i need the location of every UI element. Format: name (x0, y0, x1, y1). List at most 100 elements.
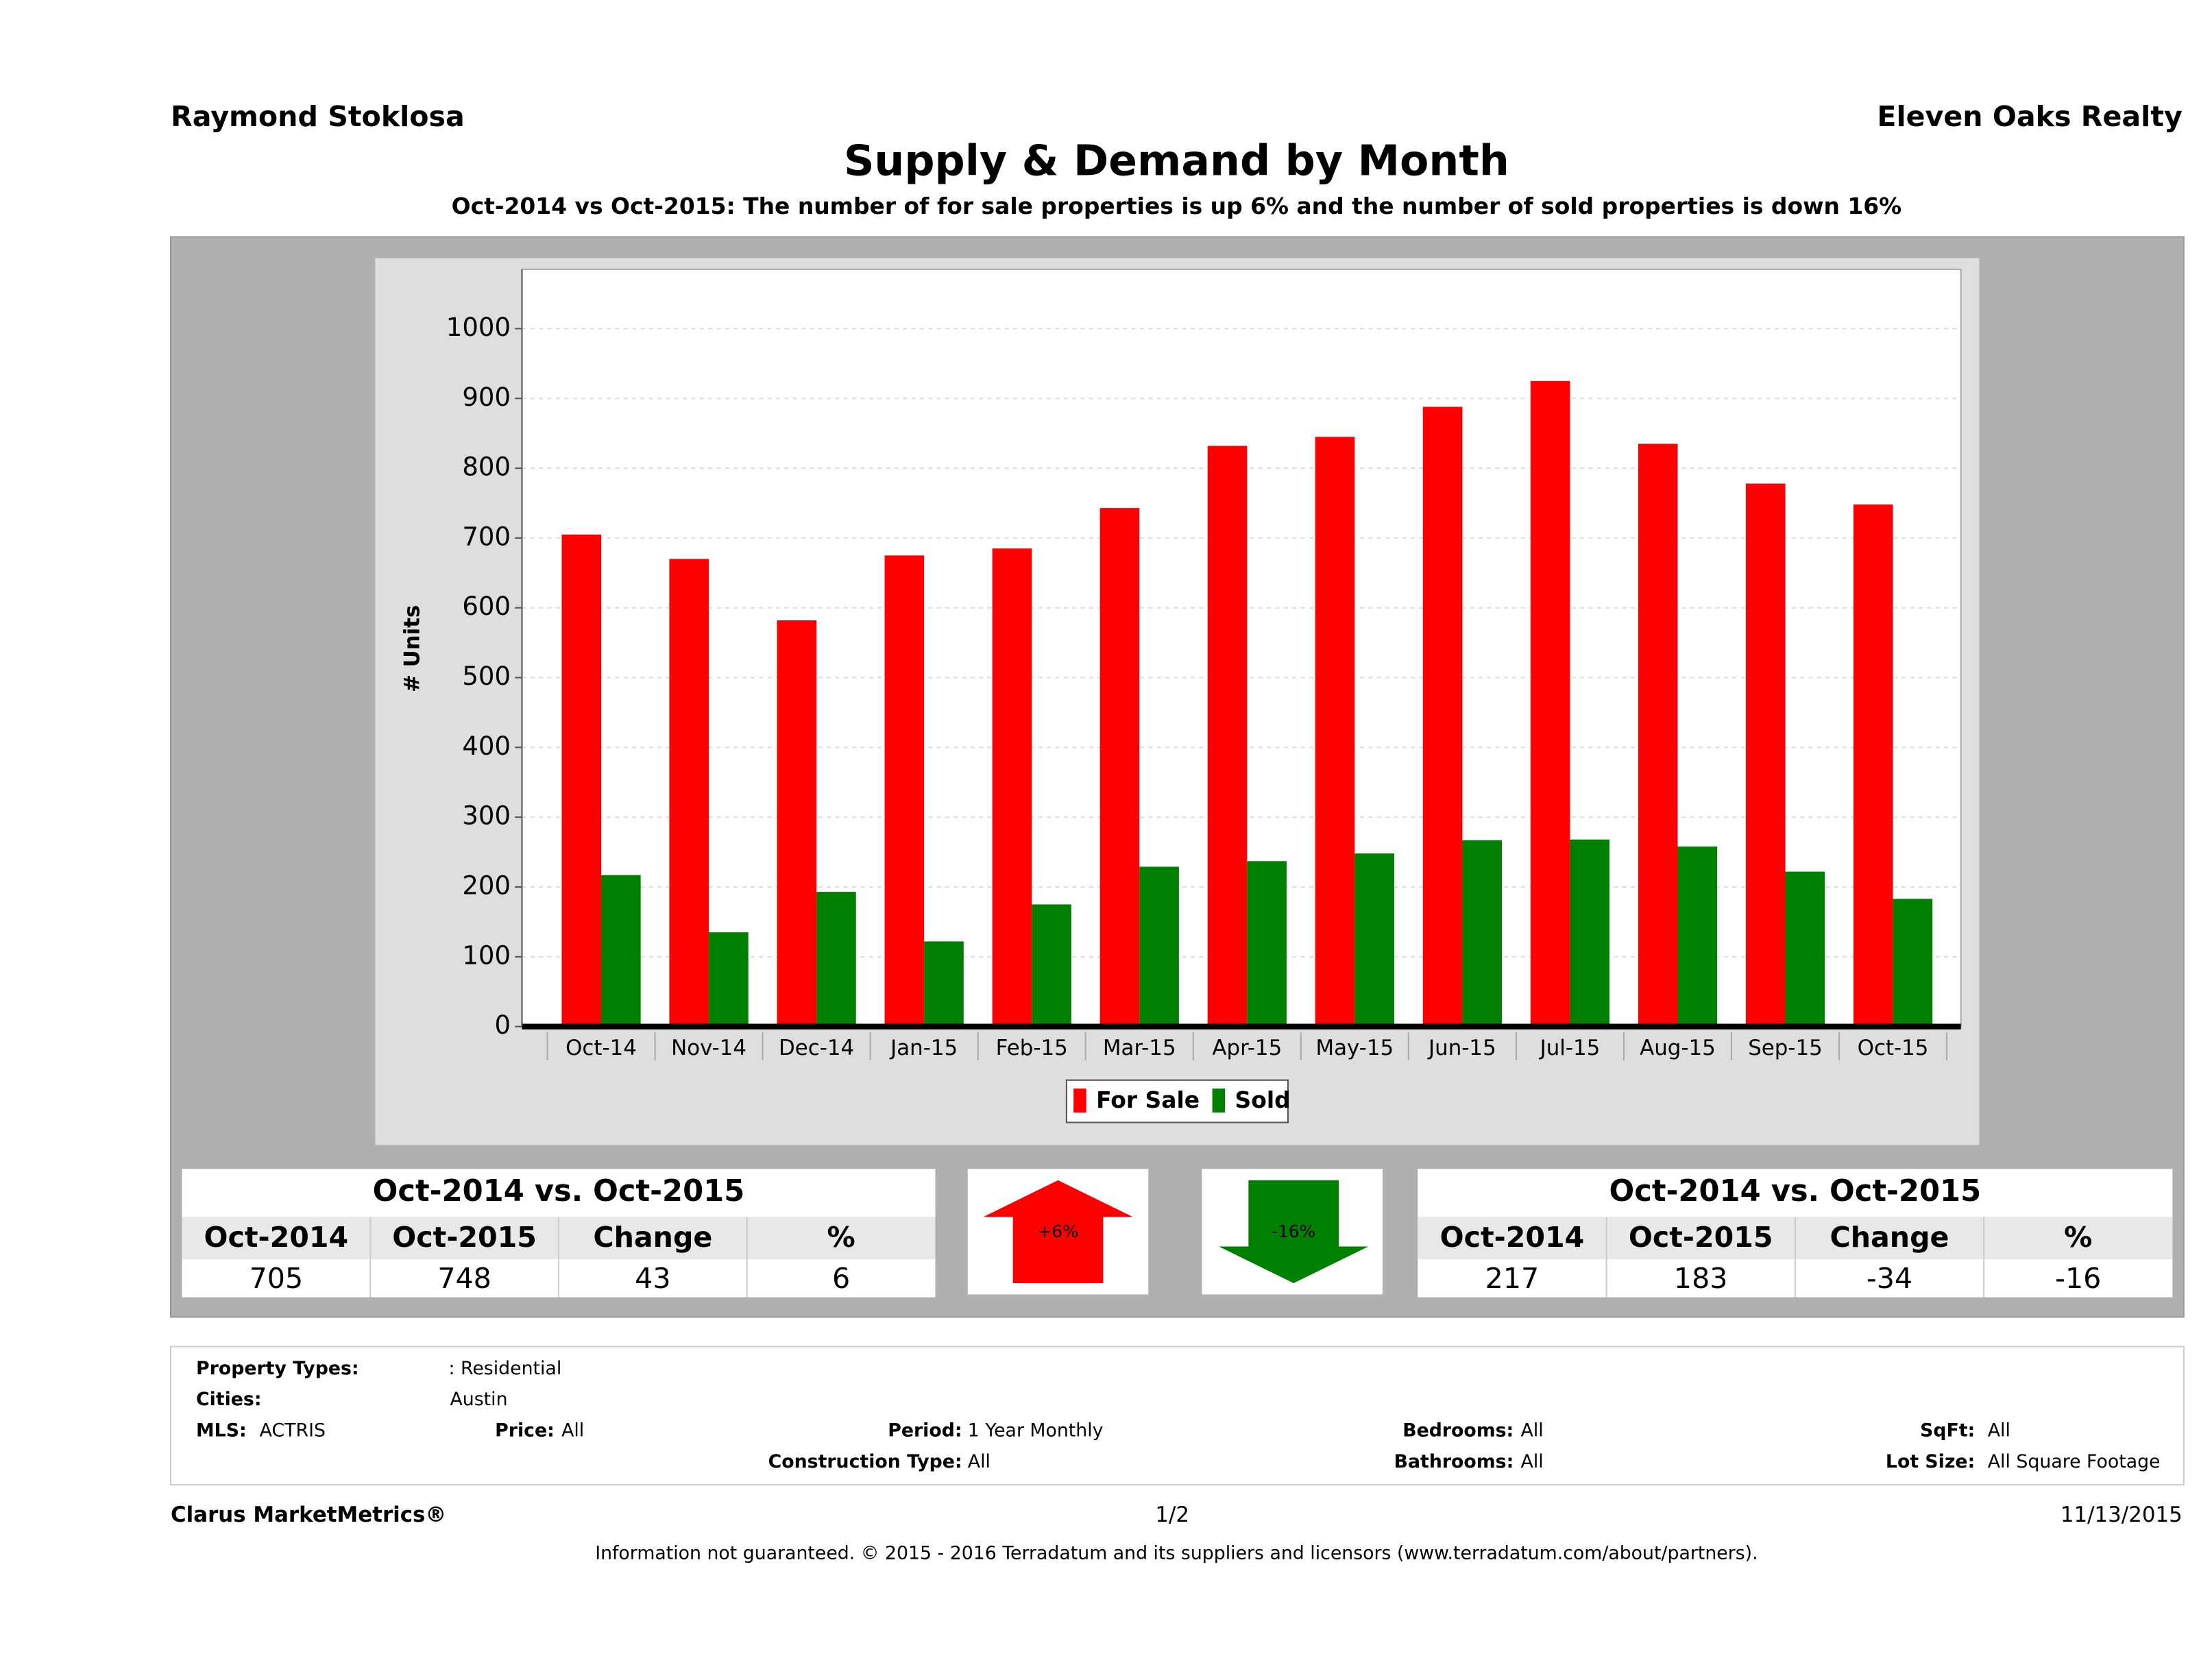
filter-label: Construction Type: (768, 1451, 962, 1472)
company-name: Eleven Oaks Realty (1877, 100, 2183, 133)
bar (1032, 904, 1071, 1027)
bar (561, 534, 602, 1027)
x-tick-label: May-15 (1315, 1036, 1394, 1060)
indicator-arrow (1219, 1180, 1369, 1283)
bar (1315, 437, 1355, 1027)
filter-value: ACTRIS (260, 1420, 326, 1442)
table-title: Oct-2014 vs. Oct-2015 (1609, 1174, 1982, 1208)
y-tick-label: 300 (462, 801, 511, 831)
indicator-label: +6% (1038, 1221, 1079, 1241)
bar (1530, 380, 1570, 1027)
agent-name: Raymond Stoklosa (171, 100, 465, 133)
table-header: Oct-2015 (1629, 1221, 1773, 1254)
disclaimer: Information not guaranteed. © 2015 - 201… (595, 1542, 1758, 1564)
y-axis-label: # Units (400, 605, 425, 692)
filter-label: MLS: (196, 1420, 247, 1442)
y-tick-label: 900 (462, 382, 511, 412)
table-cell: 705 (250, 1262, 304, 1295)
y-tick-label: 0 (494, 1010, 511, 1040)
legend-label: For Sale (1096, 1086, 1200, 1113)
bar (1207, 446, 1248, 1027)
x-tick-label: Jan-15 (889, 1036, 958, 1060)
bar (1893, 899, 1933, 1027)
y-tick-label: 400 (462, 731, 511, 761)
y-tick-label: 500 (462, 661, 511, 691)
bar (1422, 406, 1463, 1027)
bar (777, 620, 817, 1027)
filter-label: Price: (495, 1420, 555, 1442)
filter-box (169, 1346, 2185, 1486)
x-tick-label: Jun-15 (1427, 1036, 1496, 1060)
table-header: Oct-2015 (392, 1221, 537, 1254)
bar (1099, 508, 1140, 1027)
x-tick-label: Jul-15 (1539, 1036, 1601, 1060)
chart-title: Supply & Demand by Month (844, 136, 1509, 186)
page-number: 1/2 (1155, 1503, 1189, 1527)
table-cell: 748 (437, 1262, 491, 1295)
x-tick-label: Oct-15 (1858, 1036, 1929, 1060)
table-cell: -34 (1867, 1262, 1912, 1295)
filter-value: All (1521, 1420, 1544, 1442)
bar (601, 875, 641, 1027)
filter-value: All (561, 1420, 584, 1442)
filter-value: All (968, 1451, 990, 1472)
bar (1247, 861, 1287, 1027)
filter-label: Lot Size: (1886, 1451, 1975, 1472)
report-date: 11/13/2015 (2061, 1503, 2183, 1527)
x-tick-label: Feb-15 (996, 1036, 1068, 1060)
brand: Clarus MarketMetrics® (171, 1503, 446, 1527)
legend-label: Sold (1235, 1086, 1291, 1113)
chart-subtitle: Oct-2014 vs Oct-2015: The number of for … (452, 193, 1902, 219)
bar (816, 892, 856, 1027)
x-tick-label: Nov-14 (671, 1036, 746, 1060)
x-tick-label: Sep-15 (1748, 1036, 1823, 1060)
filter-label: Bedrooms: (1402, 1420, 1514, 1442)
legend-box (1065, 1079, 1289, 1123)
y-tick-label: 700 (462, 522, 511, 551)
x-tick-label: Mar-15 (1103, 1036, 1176, 1060)
table-cell: 43 (635, 1262, 670, 1295)
bar (1745, 483, 1786, 1027)
bar (1853, 504, 1893, 1027)
bar (884, 555, 925, 1027)
bar (1354, 853, 1394, 1027)
table-header: Change (1830, 1221, 1949, 1254)
filter-label: Cities: (196, 1389, 261, 1410)
table-cell: -16 (2055, 1262, 2101, 1295)
y-tick-label: 200 (462, 871, 511, 900)
y-tick-label: 800 (462, 452, 511, 482)
bar (992, 548, 1032, 1027)
table-cell: 217 (1485, 1262, 1540, 1295)
filter-label: Bathrooms: (1394, 1451, 1514, 1472)
bar (709, 932, 749, 1027)
bar (669, 559, 709, 1027)
y-tick-label: 600 (462, 592, 511, 621)
table-header: Oct-2014 (1440, 1221, 1585, 1254)
legend-swatch (1212, 1089, 1226, 1113)
y-tick-label: 1000 (446, 313, 511, 342)
bar (1677, 846, 1718, 1027)
table-title: Oct-2014 vs. Oct-2015 (373, 1174, 745, 1208)
filter-value: Austin (450, 1389, 508, 1410)
filter-value: All Square Footage (1988, 1451, 2161, 1472)
filter-value: All (1521, 1451, 1544, 1472)
bar (1570, 839, 1610, 1027)
bar (924, 941, 964, 1027)
filter-label: Period: (888, 1420, 962, 1442)
x-tick-label: Dec-14 (779, 1036, 854, 1060)
table-cell: 183 (1674, 1262, 1728, 1295)
table-header: % (827, 1221, 855, 1254)
bar (1638, 443, 1678, 1027)
legend-swatch (1073, 1089, 1086, 1113)
filter-label: SqFt: (1920, 1420, 1975, 1442)
filter-value: : Residential (448, 1358, 561, 1379)
x-tick-label: Apr-15 (1212, 1036, 1282, 1060)
filter-value: 1 Year Monthly (968, 1420, 1104, 1442)
table-header: % (2064, 1221, 2092, 1254)
bar (1139, 866, 1179, 1027)
x-tick-label: Aug-15 (1640, 1036, 1716, 1060)
x-tick-label: Oct-14 (566, 1036, 637, 1060)
filter-value: All (1988, 1420, 2010, 1442)
